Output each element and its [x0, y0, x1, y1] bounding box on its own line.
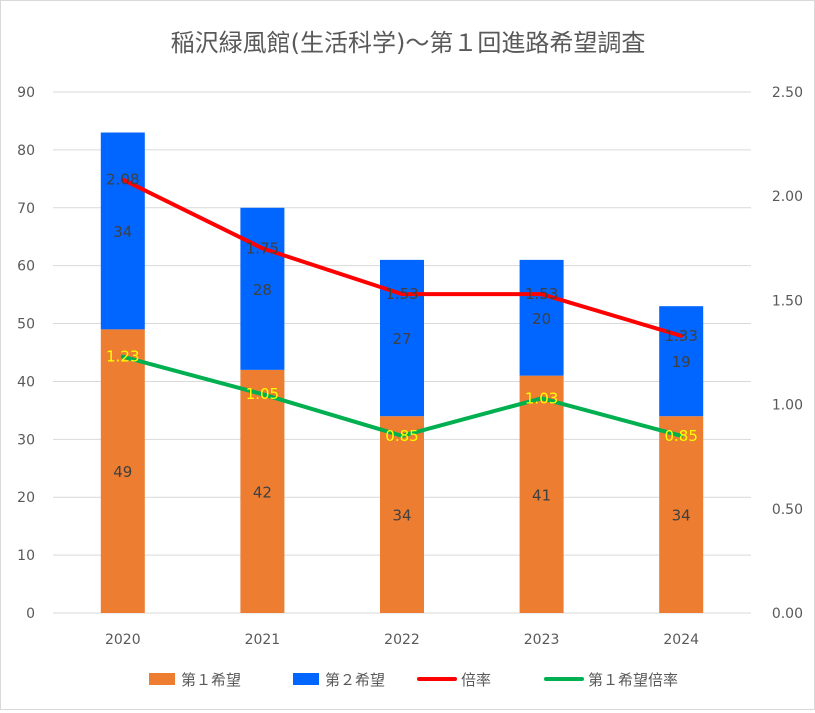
legend-swatch	[293, 673, 319, 685]
x-tick-label: 2021	[245, 632, 281, 648]
legend-item: 第２希望	[293, 671, 385, 689]
right-axis: 0.00 0.50 1.00 1.50 2.00 2.50	[772, 85, 803, 622]
line-data-label: 0.85	[664, 427, 697, 445]
right-tick-label: 2.50	[772, 85, 803, 101]
bar-data-label: 42	[253, 483, 272, 501]
bar	[100, 132, 145, 330]
left-tick-label: 30	[17, 432, 35, 448]
left-tick-label: 70	[17, 201, 35, 217]
x-tick-label: 2024	[663, 632, 699, 648]
bar-data-label: 41	[532, 486, 551, 504]
bar	[380, 416, 424, 613]
x-tick-label: 2022	[384, 632, 420, 648]
legend-item: 第１希望倍率	[544, 671, 678, 689]
bar	[659, 416, 704, 613]
right-tick-label: 0.00	[772, 606, 803, 622]
line-data-label: 1.53	[385, 285, 418, 303]
left-tick-label: 60	[17, 259, 35, 275]
line-data-label: 1.05	[246, 385, 279, 403]
left-tick-label: 90	[17, 85, 35, 101]
legend-label: 第１希望	[181, 671, 241, 689]
bar	[519, 375, 564, 613]
legend-label: 第２希望	[325, 671, 385, 689]
line-data-label: 1.23	[106, 348, 139, 366]
left-tick-label: 0	[26, 606, 35, 622]
x-axis: 2020 2021 2022 2023 2024	[105, 632, 699, 648]
bar-data-label: 34	[672, 507, 691, 525]
bar	[659, 306, 704, 417]
line-series-path	[120, 177, 684, 338]
chart-title: 稲沢緑風館(生活科学)～第１回進路希望調査	[171, 29, 646, 57]
right-tick-label: 0.50	[772, 502, 803, 518]
bar-data-label: 34	[392, 507, 411, 525]
data-labels: 49 42 34 41 34 34 28 27 20 19 2.08 1.75 1.53 1.53 1.33…	[106, 171, 698, 525]
bar	[100, 329, 145, 613]
line-data-label: 1.75	[246, 239, 279, 257]
bar-data-label: 27	[392, 330, 411, 348]
line-data-label: 1.33	[664, 327, 697, 345]
line-data-label: 1.53	[525, 285, 558, 303]
left-tick-label: 10	[17, 548, 35, 564]
left-tick-label: 20	[17, 490, 35, 506]
line-data-label: 1.03	[525, 389, 558, 407]
left-tick-label: 50	[17, 317, 35, 333]
left-tick-label: 40	[17, 374, 35, 390]
right-tick-label: 1.50	[772, 293, 803, 309]
line-data-label: 0.85	[385, 427, 418, 445]
bar	[380, 259, 424, 417]
legend-swatch	[149, 673, 175, 685]
left-axis: 0 10 20 30 40 50 60 70 80 90	[17, 85, 35, 622]
legend-item: 倍率	[417, 671, 491, 689]
bar-data-label: 34	[113, 223, 132, 241]
left-tick-label: 80	[17, 143, 35, 159]
line-series-path	[120, 354, 684, 438]
legend-label: 第１希望倍率	[588, 671, 678, 689]
right-tick-label: 1.00	[772, 398, 803, 414]
x-tick-label: 2023	[524, 632, 560, 648]
legend: 第１希望 第２希望 倍率 第１希望倍率	[149, 671, 678, 689]
bar-data-label: 20	[532, 310, 551, 328]
bar-data-label: 49	[113, 463, 132, 481]
bar	[240, 207, 285, 370]
right-tick-label: 2.00	[772, 189, 803, 205]
line-data-label: 2.08	[106, 171, 139, 189]
bar	[519, 259, 564, 376]
line-series	[120, 177, 684, 438]
bar-data-label: 28	[253, 281, 272, 299]
bar-data-label: 19	[672, 353, 691, 371]
legend-label: 倍率	[461, 671, 491, 689]
bar	[240, 369, 285, 613]
legend-item: 第１希望	[149, 671, 241, 689]
x-tick-label: 2020	[105, 632, 141, 648]
bar-series	[100, 132, 704, 613]
